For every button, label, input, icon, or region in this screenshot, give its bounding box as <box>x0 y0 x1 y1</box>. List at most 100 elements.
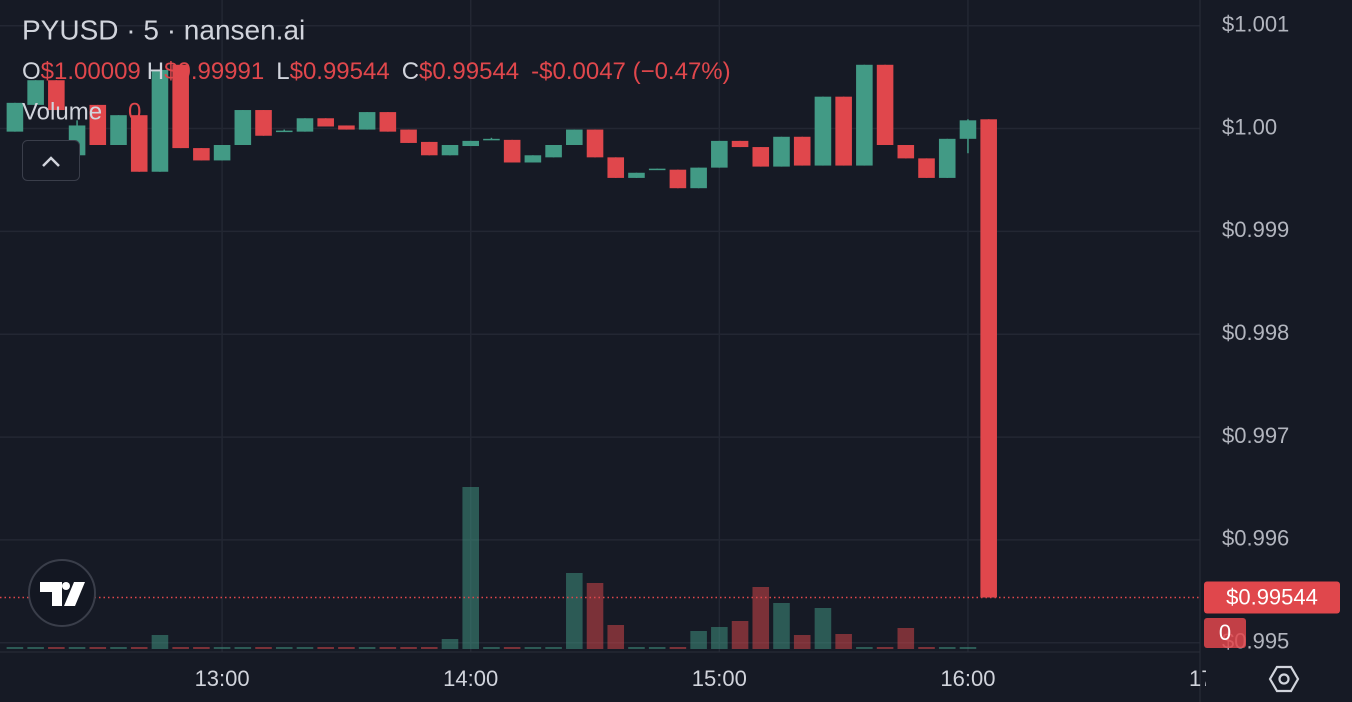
candle-body <box>586 129 604 158</box>
symbol-title: PYUSD · 5 · nansen.ai <box>22 14 305 45</box>
candle-body <box>110 115 127 146</box>
candle-body <box>213 145 231 161</box>
volume-bar <box>690 631 707 649</box>
y-tick-label: $0.999 <box>1222 217 1289 242</box>
overlay: $0.99544 0 <box>0 581 1340 648</box>
candle-body <box>400 129 417 143</box>
candle-body <box>234 110 252 146</box>
volume-bar <box>317 647 334 649</box>
candle-body <box>296 118 314 132</box>
volume-badge-label: 0 <box>1219 620 1231 645</box>
y-tick-label: $0.998 <box>1222 320 1289 345</box>
volume-bar <box>6 647 24 649</box>
tradingview-logo-dot <box>62 582 70 590</box>
candle-body <box>503 139 521 163</box>
candle-body <box>338 125 355 130</box>
candle-body <box>856 64 873 166</box>
candle-body <box>876 64 894 146</box>
volume-bar <box>752 587 770 649</box>
volume-bar <box>897 628 915 649</box>
volume-bar <box>814 608 832 649</box>
volume-badge <box>1204 618 1246 648</box>
candle-body <box>358 112 376 130</box>
settings-button[interactable] <box>1268 665 1300 693</box>
c-label: C <box>402 58 419 85</box>
volume-bar <box>400 647 417 649</box>
price-scale: $0.995$0.996$0.997$0.998$0.999$1.00$1.00… <box>1222 12 1289 654</box>
candle-body <box>524 155 542 163</box>
volume-bar <box>151 635 169 649</box>
volume-bar <box>586 583 604 649</box>
x-tick-label: 13:00 <box>195 666 250 691</box>
volume-bar <box>566 573 583 649</box>
volume-bar <box>234 647 252 649</box>
volume-bar <box>462 487 480 649</box>
candle-body <box>628 172 645 178</box>
candle-body <box>89 104 107 146</box>
candle-body <box>379 112 397 132</box>
volume-bar <box>441 639 459 649</box>
candle-body <box>275 130 293 133</box>
volume-bar <box>773 603 790 649</box>
x-tick-label: 17:00 <box>1189 666 1244 691</box>
volume-bar <box>296 647 314 649</box>
volume-bar <box>524 647 542 649</box>
o-label: O <box>22 58 41 85</box>
ohlc-legend: O$1.00009 H$0.99991 L$0.99544 C$0.99544 -$0.… <box>22 58 731 85</box>
change-value: -$0.0047 (−0.47%) <box>531 58 730 85</box>
candle-body <box>669 169 687 189</box>
volume-bar <box>669 647 687 649</box>
candle-body <box>48 80 65 111</box>
y-tick-label: $1.00 <box>1222 114 1277 139</box>
o-value: $1.00009 <box>41 58 141 85</box>
volume-bar <box>275 647 293 649</box>
candle-body <box>918 158 935 178</box>
settings-hexagon <box>1268 665 1300 693</box>
y-tick-label: $0.997 <box>1222 423 1289 448</box>
volume-bar <box>172 647 189 649</box>
volume-bar <box>607 625 625 649</box>
grid <box>0 0 1200 652</box>
volume-bar <box>876 647 894 649</box>
volume-bar <box>711 627 728 649</box>
volume-bar <box>358 647 376 649</box>
volume-bar <box>338 647 355 649</box>
volume-bar <box>68 647 86 649</box>
volume-bar <box>959 647 977 649</box>
volume-bar <box>213 647 231 649</box>
h-value: $0.99991 <box>164 58 264 85</box>
candle-body <box>27 80 44 105</box>
volume-bar <box>835 634 852 649</box>
candles <box>6 64 997 598</box>
c-value: $0.99544 <box>419 58 519 85</box>
volume-bar <box>503 647 521 649</box>
candle-body <box>172 64 189 149</box>
candle-body <box>980 119 997 598</box>
candle-body <box>731 140 749 148</box>
volume-bar <box>856 647 873 649</box>
candle-body <box>690 167 707 189</box>
candle-body <box>441 145 459 156</box>
volume-bar <box>918 647 935 649</box>
volume-bar <box>793 635 811 649</box>
candle-body <box>835 96 852 166</box>
last-price-badge <box>1204 581 1340 614</box>
candle-body <box>566 129 583 146</box>
candle-body <box>545 145 562 158</box>
l-label: L <box>276 58 289 85</box>
volume-bar <box>648 647 666 649</box>
volume-bar <box>483 647 500 649</box>
candle-body <box>483 138 500 141</box>
candle-body <box>959 120 977 139</box>
volume-bar <box>130 647 148 649</box>
volume-bar <box>255 647 272 649</box>
volume-bar <box>193 647 210 649</box>
candle-body <box>897 145 915 159</box>
collapse-button[interactable] <box>22 140 80 181</box>
candle-body <box>793 136 811 166</box>
x-tick-label: 14:00 <box>443 666 498 691</box>
volume-label: Volume <box>22 98 102 125</box>
candle-body <box>648 168 666 171</box>
